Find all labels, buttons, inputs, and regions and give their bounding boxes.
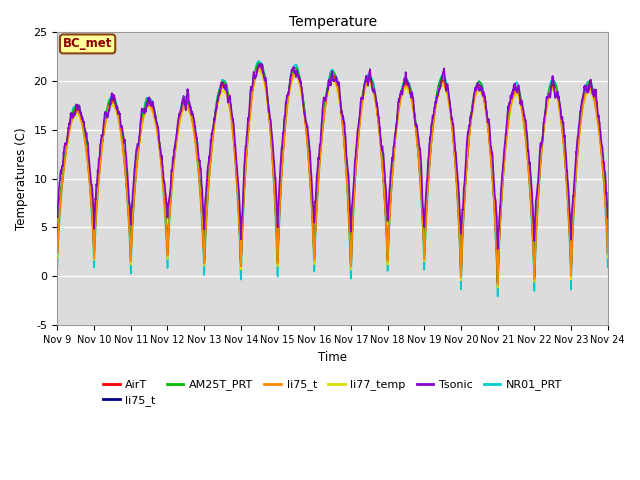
AirT	[255, 62, 262, 68]
AirT	[493, 248, 500, 253]
AM25T_PRT	[207, 149, 214, 155]
Tsonic	[494, 246, 502, 252]
Tsonic	[207, 138, 214, 144]
AirT	[361, 84, 369, 89]
Line: AirT: AirT	[58, 65, 608, 282]
AM25T_PRT	[349, 216, 356, 222]
Line: Tsonic: Tsonic	[58, 64, 608, 249]
NR01_PRT	[54, 263, 61, 269]
li75_t	[54, 250, 61, 256]
NR01_PRT	[349, 228, 356, 234]
li75_t	[571, 185, 579, 191]
Tsonic	[556, 100, 563, 106]
AM25T_PRT	[255, 60, 262, 66]
NR01_PRT	[493, 258, 500, 264]
li77_temp	[604, 255, 612, 261]
Line: AM25T_PRT: AM25T_PRT	[58, 63, 608, 280]
li75_t	[349, 219, 356, 225]
li75_t	[54, 248, 61, 253]
AM25T_PRT	[571, 183, 579, 189]
AirT	[556, 104, 563, 110]
li75_t	[349, 221, 356, 227]
li75_t	[571, 187, 579, 192]
li75_t	[556, 104, 563, 109]
Tsonic	[257, 61, 265, 67]
Text: BC_met: BC_met	[63, 37, 112, 50]
li75_t	[361, 86, 369, 92]
Y-axis label: Temperatures (C): Temperatures (C)	[15, 127, 28, 230]
Tsonic	[54, 215, 61, 220]
li75_t	[207, 153, 214, 158]
li75_t	[256, 62, 264, 68]
li75_t	[493, 248, 500, 254]
Title: Temperature: Temperature	[289, 15, 376, 29]
NR01_PRT	[556, 102, 563, 108]
Line: li75_t: li75_t	[58, 67, 608, 285]
AM25T_PRT	[556, 100, 563, 106]
Tsonic	[361, 81, 369, 87]
li77_temp	[361, 90, 369, 96]
li75_t	[494, 282, 502, 288]
AM25T_PRT	[54, 246, 61, 252]
AirT	[494, 279, 502, 285]
Tsonic	[571, 170, 579, 176]
AirT	[207, 153, 214, 159]
li75_t	[604, 250, 612, 255]
NR01_PRT	[207, 155, 214, 161]
li77_temp	[494, 285, 502, 290]
Legend: AirT, li75_t, AM25T_PRT, li75_t, li77_temp, Tsonic, NR01_PRT: AirT, li75_t, AM25T_PRT, li75_t, li77_te…	[99, 375, 566, 410]
AirT	[604, 249, 612, 254]
Tsonic	[493, 211, 500, 216]
X-axis label: Time: Time	[318, 351, 347, 364]
AirT	[54, 248, 61, 254]
li77_temp	[349, 224, 356, 230]
li77_temp	[493, 252, 500, 257]
AM25T_PRT	[361, 82, 369, 88]
li75_t	[494, 280, 502, 286]
Tsonic	[349, 196, 356, 202]
li75_t	[556, 107, 563, 112]
li77_temp	[54, 255, 61, 261]
li77_temp	[255, 68, 262, 73]
li75_t	[493, 247, 500, 253]
NR01_PRT	[255, 58, 262, 64]
Tsonic	[604, 215, 612, 221]
li75_t	[604, 251, 612, 257]
Line: li77_temp: li77_temp	[58, 71, 608, 288]
NR01_PRT	[571, 191, 579, 197]
li75_t	[255, 64, 263, 70]
li75_t	[207, 154, 214, 159]
AM25T_PRT	[494, 277, 502, 283]
NR01_PRT	[604, 264, 612, 270]
AM25T_PRT	[604, 245, 612, 251]
Line: li75_t: li75_t	[58, 65, 608, 283]
AirT	[349, 219, 356, 225]
li75_t	[361, 84, 369, 90]
li77_temp	[571, 189, 579, 195]
Line: NR01_PRT: NR01_PRT	[58, 61, 608, 296]
li77_temp	[207, 157, 214, 163]
AM25T_PRT	[493, 244, 500, 250]
NR01_PRT	[361, 80, 369, 86]
AirT	[571, 185, 579, 191]
li77_temp	[556, 111, 563, 117]
NR01_PRT	[494, 293, 502, 299]
